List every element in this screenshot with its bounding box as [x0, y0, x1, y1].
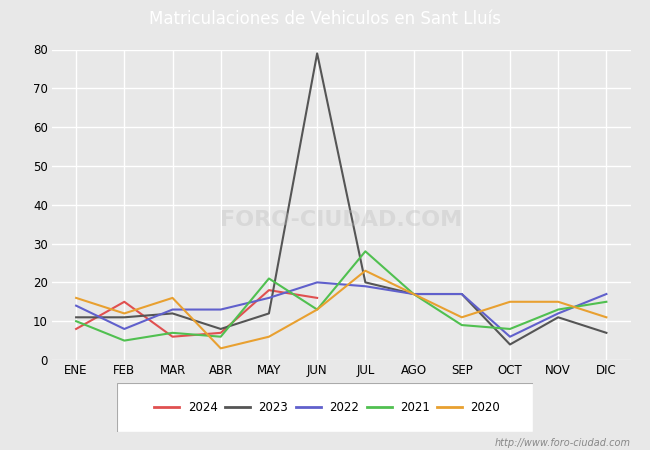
2022: [554, 310, 562, 316]
Text: 2023: 2023: [259, 401, 288, 414]
2022: [458, 291, 465, 297]
2020: [265, 334, 273, 339]
2023: [265, 310, 273, 316]
2020: [120, 310, 128, 316]
2020: [72, 295, 80, 301]
2022: [217, 307, 225, 312]
2021: [265, 276, 273, 281]
2021: [168, 330, 176, 336]
2021: [313, 307, 321, 312]
2021: [72, 319, 80, 324]
2021: [217, 334, 225, 339]
2021: [554, 307, 562, 312]
2020: [458, 315, 465, 320]
2023: [217, 326, 225, 332]
2020: [361, 268, 369, 274]
2022: [603, 291, 610, 297]
Text: 2021: 2021: [400, 401, 430, 414]
Text: 2024: 2024: [188, 401, 218, 414]
2024: [72, 326, 80, 332]
2023: [361, 279, 369, 285]
Line: 2022: 2022: [76, 283, 606, 337]
2022: [410, 291, 417, 297]
2023: [120, 315, 128, 320]
2022: [72, 303, 80, 308]
FancyBboxPatch shape: [117, 382, 533, 432]
2023: [313, 51, 321, 56]
2022: [265, 295, 273, 301]
2020: [603, 315, 610, 320]
Line: 2023: 2023: [76, 54, 606, 345]
2024: [120, 299, 128, 305]
Line: 2021: 2021: [76, 251, 606, 341]
2021: [410, 291, 417, 297]
2023: [506, 342, 514, 347]
Line: 2024: 2024: [76, 290, 317, 337]
2023: [72, 315, 80, 320]
Text: 2022: 2022: [329, 401, 359, 414]
2024: [217, 330, 225, 336]
2021: [458, 322, 465, 328]
Text: FORO-CIUDAD.COM: FORO-CIUDAD.COM: [220, 210, 462, 230]
Text: 2020: 2020: [471, 401, 500, 414]
2021: [603, 299, 610, 305]
2024: [168, 334, 176, 339]
2020: [217, 346, 225, 351]
2022: [361, 284, 369, 289]
Line: 2020: 2020: [76, 271, 606, 348]
2023: [410, 291, 417, 297]
2021: [361, 248, 369, 254]
2020: [410, 291, 417, 297]
Text: http://www.foro-ciudad.com: http://www.foro-ciudad.com: [495, 438, 630, 448]
2020: [168, 295, 176, 301]
2023: [554, 315, 562, 320]
2020: [506, 299, 514, 305]
2024: [265, 288, 273, 293]
2020: [313, 307, 321, 312]
2022: [313, 279, 321, 285]
2023: [603, 330, 610, 336]
2021: [506, 326, 514, 332]
2022: [168, 307, 176, 312]
2022: [120, 326, 128, 332]
2020: [554, 299, 562, 305]
2023: [168, 310, 176, 316]
2024: [313, 295, 321, 301]
Text: Matriculaciones de Vehiculos en Sant Lluís: Matriculaciones de Vehiculos en Sant Llu…: [149, 10, 501, 28]
2022: [506, 334, 514, 339]
2021: [120, 338, 128, 343]
2023: [458, 291, 465, 297]
